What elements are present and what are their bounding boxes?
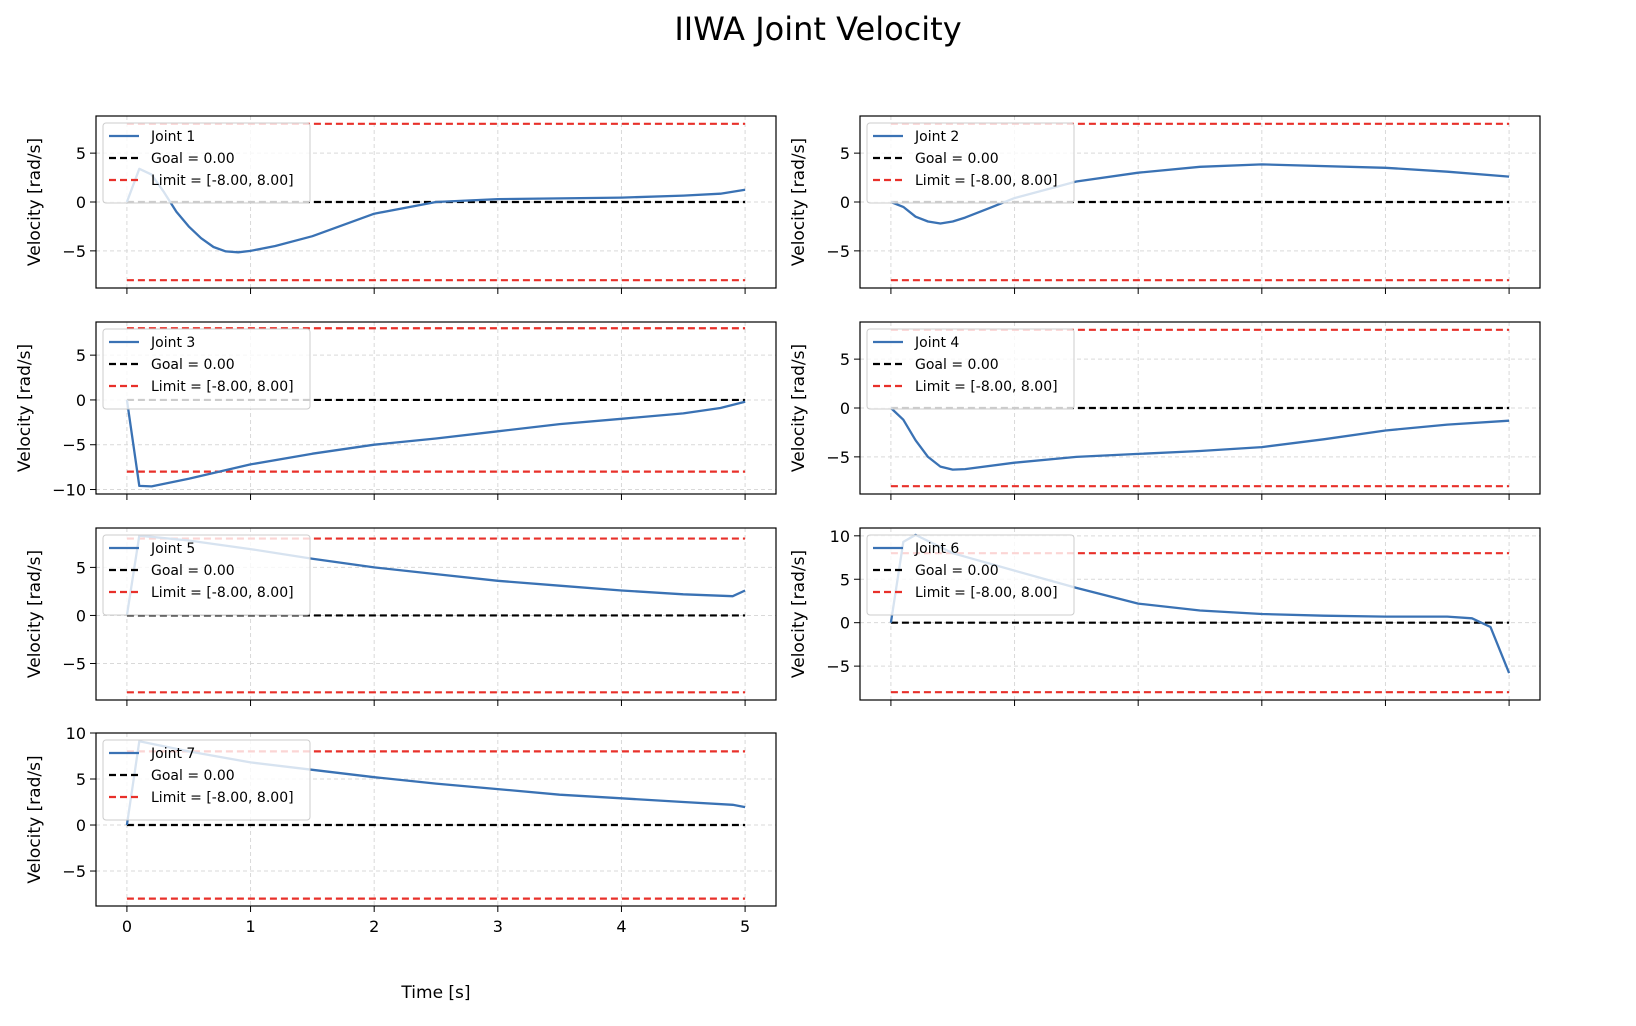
- legend-frame: [866, 534, 1075, 616]
- y-tick-label: 5: [76, 144, 86, 163]
- legend-goal-label: Goal = 0.00: [915, 151, 999, 167]
- y-tick-label: 5: [76, 770, 86, 789]
- y-tick-label: −5: [62, 862, 86, 881]
- x-tick-label: 5: [740, 917, 750, 936]
- legend-series-label: Joint 5: [150, 541, 195, 557]
- legend-limit-label: Limit = [-8.00, 8.00]: [915, 585, 1058, 601]
- legend-series-label: Joint 4: [914, 335, 959, 351]
- y-axis-label: Velocity [rad/s]: [15, 344, 35, 472]
- legend-limit-label: Limit = [-8.00, 8.00]: [151, 585, 294, 601]
- legend: Joint 2 Goal = 0.00 Limit = [-8.00, 8.00]: [866, 122, 1075, 204]
- y-tick-label: 10: [830, 527, 850, 546]
- y-tick-label: 10: [66, 724, 86, 743]
- legend: Joint 5 Goal = 0.00 Limit = [-8.00, 8.00]: [102, 534, 311, 616]
- legend: Joint 4 Goal = 0.00 Limit = [-8.00, 8.00]: [866, 328, 1075, 410]
- y-tick-label: −5: [62, 654, 86, 673]
- legend-frame: [866, 122, 1075, 204]
- legend-frame: [102, 739, 311, 821]
- y-axis-label: Velocity [rad/s]: [789, 344, 809, 472]
- legend-limit-label: Limit = [-8.00, 8.00]: [151, 379, 294, 395]
- subplot-joint-1: −5 0 5 Velocity [rad/s] Joint 1 Goal = 0.00 Li…: [25, 115, 777, 294]
- y-tick-label: 5: [840, 350, 850, 369]
- subplot-joint-6: −5 0 5 10 Velocity [rad/s] Joint 6 Goal = 0.00…: [789, 527, 1541, 706]
- y-tick-label: 5: [76, 346, 86, 365]
- legend-goal-label: Goal = 0.00: [151, 768, 235, 784]
- subplot-joint-3: −10 −5 0 5 Velocity [rad/s] Joint 3 Goal = 0.0…: [15, 321, 777, 500]
- legend-series-label: Joint 1: [150, 129, 195, 145]
- y-tick-label: 5: [76, 558, 86, 577]
- legend-limit-label: Limit = [-8.00, 8.00]: [151, 790, 294, 806]
- legend-series-label: Joint 6: [914, 541, 959, 557]
- y-axis-label: Velocity [rad/s]: [25, 755, 45, 883]
- velocity-line: [125, 399, 746, 488]
- axes-frame: [859, 527, 1541, 701]
- y-tick-label: 5: [840, 144, 850, 163]
- legend-limit-label: Limit = [-8.00, 8.00]: [915, 379, 1058, 395]
- subplot-joint-7: 0 1 2 3 4 5 −5 0 5 10 Velocity [rad/s] Joint 7 Goal …: [25, 724, 777, 936]
- y-tick-label: −5: [826, 242, 850, 261]
- y-tick-label: −10: [52, 481, 86, 500]
- legend-frame: [866, 328, 1075, 410]
- legend: Joint 1 Goal = 0.00 Limit = [-8.00, 8.00]: [102, 122, 311, 204]
- legend: Joint 3 Goal = 0.00 Limit = [-8.00, 8.00]: [102, 328, 311, 410]
- x-tick-label: 0: [122, 917, 132, 936]
- y-tick-label: 0: [840, 399, 850, 418]
- y-tick-label: 0: [76, 391, 86, 410]
- velocity-line: [890, 407, 1510, 471]
- legend-limit-label: Limit = [-8.00, 8.00]: [151, 173, 294, 189]
- x-tick-label: 1: [245, 917, 255, 936]
- y-tick-label: −5: [826, 448, 850, 467]
- legend-series-label: Joint 3: [150, 335, 195, 351]
- y-tick-label: −5: [62, 242, 86, 261]
- axes-frame: [95, 732, 777, 907]
- y-tick-label: 0: [840, 614, 850, 633]
- y-tick-label: 0: [76, 816, 86, 835]
- subplot-joint-5: −5 0 5 Velocity [rad/s] Joint 5 Goal = 0.00 Li…: [25, 527, 777, 706]
- legend-frame: [102, 122, 311, 204]
- legend-limit-label: Limit = [-8.00, 8.00]: [915, 173, 1058, 189]
- legend: Joint 7 Goal = 0.00 Limit = [-8.00, 8.00]: [102, 739, 311, 821]
- x-tick-label: 3: [493, 917, 503, 936]
- legend-series-label: Joint 7: [150, 746, 195, 762]
- legend-frame: [102, 328, 311, 410]
- y-axis-label: Velocity [rad/s]: [789, 138, 809, 266]
- legend-goal-label: Goal = 0.00: [915, 357, 999, 373]
- axes-frame: [95, 321, 777, 495]
- legend-goal-label: Goal = 0.00: [151, 151, 235, 167]
- subplot-joint-4: −5 0 5 Velocity [rad/s] Joint 4 Goal = 0.00 Li…: [789, 321, 1541, 500]
- y-tick-label: 0: [76, 193, 86, 212]
- legend-series-label: Joint 2: [914, 129, 959, 145]
- y-axis-label: Velocity [rad/s]: [25, 138, 45, 266]
- legend-goal-label: Goal = 0.00: [151, 563, 235, 579]
- axes-frame: [95, 527, 777, 701]
- subplot-joint-2: −5 0 5 Velocity [rad/s] Joint 2 Goal = 0.00 Li…: [789, 115, 1541, 294]
- y-tick-label: −5: [826, 657, 850, 676]
- y-tick-label: 5: [840, 570, 850, 589]
- y-tick-label: 0: [76, 606, 86, 625]
- y-axis-label: Velocity [rad/s]: [25, 550, 45, 678]
- legend-goal-label: Goal = 0.00: [915, 563, 999, 579]
- y-tick-label: −5: [62, 436, 86, 455]
- chart-title: IIWA Joint Velocity: [674, 10, 961, 48]
- legend-goal-label: Goal = 0.00: [151, 357, 235, 373]
- legend-frame: [102, 534, 311, 616]
- legend: Joint 6 Goal = 0.00 Limit = [-8.00, 8.00]: [866, 534, 1075, 616]
- x-tick-label: 4: [616, 917, 626, 936]
- x-axis-label: Time [s]: [400, 983, 470, 1003]
- x-tick-label: 2: [369, 917, 379, 936]
- y-axis-label: Velocity [rad/s]: [789, 550, 809, 678]
- y-tick-label: 0: [840, 193, 850, 212]
